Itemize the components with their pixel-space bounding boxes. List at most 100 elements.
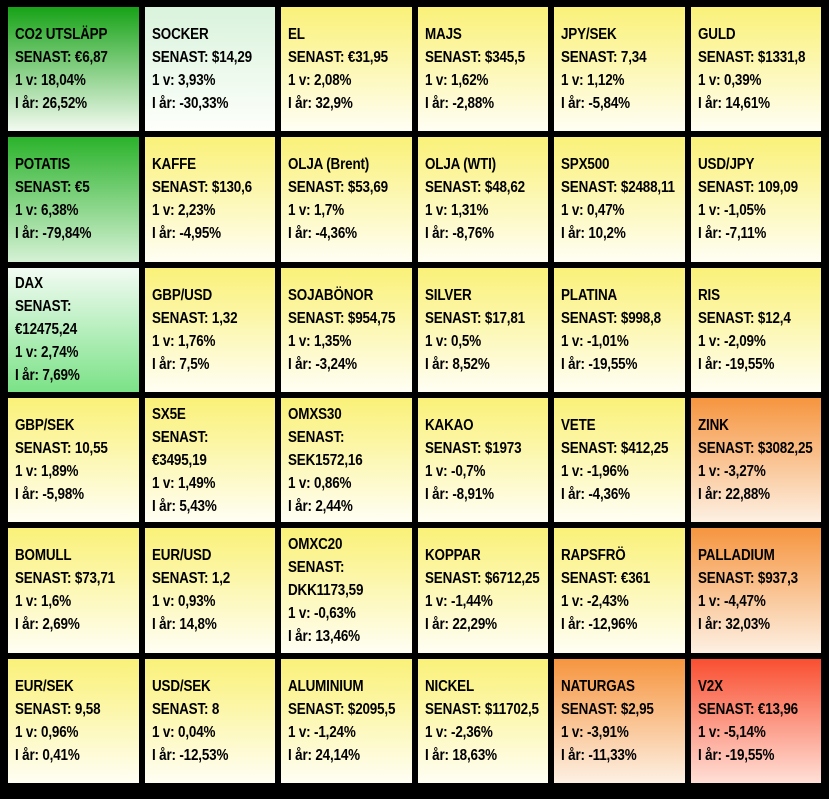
tile-name: PALLADIUM [697, 547, 775, 565]
tile-last: SENAST: $11702,5 [424, 700, 539, 718]
tile-name: POTATIS [15, 156, 71, 174]
tile-nickel[interactable]: NICKEL SENAST: $11702,5 1 v: -2,36% I år: 1… [417, 658, 548, 783]
tile-palladium[interactable]: PALLADIUM SENAST: $937,3 1 v: -4,47% I år: … [690, 528, 821, 653]
tile-name: V2X [697, 677, 723, 695]
tile-jpy-sek[interactable]: JPY/SEK SENAST: 7,34 1 v: 1,12% I år: -5,84… [554, 7, 685, 132]
tile-gbp-sek[interactable]: GBP/SEK SENAST: 10,55 1 v: 1,89% I år: -5,9… [8, 398, 139, 523]
tile-olja-wti[interactable]: OLJA (WTI) SENAST: $48,62 1 v: 1,31% I år: … [417, 137, 548, 262]
tile-ytd: I år: -79,84% [15, 225, 92, 243]
tile-ytd: I år: 7,5% [151, 355, 210, 373]
tile-ytd: I år: 24,14% [288, 746, 360, 764]
tile-majs[interactable]: MAJS SENAST: $345,5 1 v: 1,62% I år: -2,88% [417, 7, 548, 132]
tile-ytd: I år: -7,11% [697, 225, 766, 243]
tile-last-value: €12475,24 [15, 321, 78, 339]
tile-ytd: I år: -8,76% [424, 225, 494, 243]
tile-last: SENAST: $14,29 [151, 49, 252, 67]
tile-sojabonor[interactable]: SOJABÖNOR SENAST: $954,75 1 v: 1,35% I år: … [281, 267, 412, 392]
tile-el[interactable]: EL SENAST: €31,95 1 v: 2,08% I år: 32,9% [281, 7, 412, 132]
tile-ytd: I år: -12,96% [561, 616, 638, 634]
tile-ytd: I år: 10,2% [561, 225, 626, 243]
tile-platina[interactable]: PLATINA SENAST: $998,8 1 v: -1,01% I år: -1… [554, 267, 685, 392]
tile-last: SENAST: $954,75 [288, 309, 396, 327]
tile-olja-brent[interactable]: OLJA (Brent) SENAST: $53,69 1 v: 1,7% I år:… [281, 137, 412, 262]
tile-usd-sek[interactable]: USD/SEK SENAST: 8 1 v: 0,04% I år: -12,53% [144, 658, 275, 783]
tile-usd-jpy[interactable]: USD/JPY SENAST: 109,09 1 v: -1,05% I år: -7… [690, 137, 821, 262]
tile-rapsfro[interactable]: RAPSFRÖ SENAST: €361 1 v: -2,43% I år: -12,… [554, 528, 685, 653]
tile-week: 1 v: 1,35% [288, 332, 352, 350]
tile-name: VETE [561, 417, 596, 435]
tile-kakao[interactable]: KAKAO SENAST: $1973 1 v: -0,7% I år: -8,91% [417, 398, 548, 523]
tile-aluminium[interactable]: ALUMINIUM SENAST: $2095,5 1 v: -1,24% I år:… [281, 658, 412, 783]
tile-week: 1 v: 0,93% [151, 593, 215, 611]
tile-week: 1 v: 1,6% [15, 593, 72, 611]
tile-ytd: I år: 14,61% [697, 95, 770, 113]
tile-ytd: I år: -5,84% [561, 95, 630, 113]
tile-koppar[interactable]: KOPPAR SENAST: $6712,25 1 v: -1,44% I år: 2… [417, 528, 548, 653]
tile-week: 1 v: -0,7% [424, 463, 486, 481]
tile-co2-utslapp[interactable]: CO2 UTSLÄPP SENAST: €6,87 1 v: 18,04% I år:… [8, 7, 139, 132]
tile-week: 1 v: 0,86% [288, 474, 352, 492]
tile-last: SENAST: 10,55 [15, 440, 108, 458]
tile-zink[interactable]: ZINK SENAST: $3082,25 1 v: -3,27% I år: 22,… [690, 398, 821, 523]
tile-omxc20[interactable]: OMXC20 SENAST: DKK1173,59 1 v: -0,63% I år: … [281, 528, 412, 653]
tile-socker[interactable]: SOCKER SENAST: $14,29 1 v: 3,93% I år: -30,… [144, 7, 275, 132]
tile-omxs30[interactable]: OMXS30 SENAST: SEK1572,16 1 v: 0,86% I år: 2… [281, 398, 412, 523]
tile-week: 1 v: -5,14% [697, 723, 766, 741]
tile-name: KOPPAR [424, 547, 481, 565]
tile-last: SENAST: €6,87 [15, 49, 108, 67]
tile-ytd: I år: 32,9% [288, 95, 353, 113]
tile-name: OLJA (Brent) [288, 156, 370, 174]
tile-eur-usd[interactable]: EUR/USD SENAST: 1,2 1 v: 0,93% I år: 14,8% [144, 528, 275, 653]
tile-guld[interactable]: GULD SENAST: $1331,8 1 v: 0,39% I år: 14,61… [690, 7, 821, 132]
tile-name: SX5E [151, 405, 186, 423]
tile-name: KAFFE [151, 156, 196, 174]
tile-ris[interactable]: RIS SENAST: $12,4 1 v: -2,09% I år: -19,55% [690, 267, 821, 392]
tile-ytd: I år: 2,69% [15, 616, 80, 634]
tile-v2x[interactable]: V2X SENAST: €13,96 1 v: -5,14% I år: -19,55… [690, 658, 821, 783]
tile-week: 1 v: 1,31% [424, 202, 488, 220]
tile-name: GBP/SEK [15, 417, 75, 435]
tile-gbp-usd[interactable]: GBP/USD SENAST: 1,32 1 v: 1,76% I år: 7,5% [144, 267, 275, 392]
tile-last: SENAST: 9,58 [15, 700, 101, 718]
tile-ytd: I år: 32,03% [697, 616, 770, 634]
tile-ytd: I år: -5,98% [15, 486, 84, 504]
tile-last: SENAST: €13,96 [697, 700, 798, 718]
tile-last: SENAST: $998,8 [561, 309, 661, 327]
tile-name: EL [288, 26, 305, 44]
tile-name: CO2 UTSLÄPP [15, 26, 108, 44]
tile-week: 1 v: 1,76% [151, 332, 215, 350]
tile-last: SENAST: $130,6 [151, 179, 252, 197]
tile-week: 1 v: -1,96% [561, 463, 629, 481]
tile-eur-sek[interactable]: EUR/SEK SENAST: 9,58 1 v: 0,96% I år: 0,41% [8, 658, 139, 783]
tile-ytd: I år: -4,36% [288, 225, 357, 243]
tile-bomull[interactable]: BOMULL SENAST: $73,71 1 v: 1,6% I år: 2,69% [8, 528, 139, 653]
tile-ytd: I år: 7,69% [15, 367, 80, 385]
tile-vete[interactable]: VETE SENAST: $412,25 1 v: -1,96% I år: -4,3… [554, 398, 685, 523]
tile-ytd: I år: -30,33% [151, 95, 228, 113]
tile-last: SENAST: 7,34 [561, 49, 647, 67]
tile-week: 1 v: 0,39% [697, 72, 761, 90]
tile-silver[interactable]: SILVER SENAST: $17,81 1 v: 0,5% I år: 8,52% [417, 267, 548, 392]
tile-dax[interactable]: DAX SENAST: €12475,24 1 v: 2,74% I år: 7,69% [8, 267, 139, 392]
tile-name: SPX500 [561, 156, 610, 174]
tile-week: 1 v: 2,74% [15, 344, 79, 362]
tile-name: SOCKER [151, 26, 209, 44]
tile-last: SENAST: $12,4 [697, 309, 791, 327]
tile-ytd: I år: 26,52% [15, 95, 87, 113]
tile-last: SENAST: 8 [151, 700, 219, 718]
tile-naturgas[interactable]: NATURGAS SENAST: $2,95 1 v: -3,91% I år: -1… [554, 658, 685, 783]
tile-potatis[interactable]: POTATIS SENAST: €5 1 v: 6,38% I år: -79,84% [8, 137, 139, 262]
tile-last: SENAST: $73,71 [15, 570, 115, 588]
tile-name: DAX [15, 275, 43, 293]
tile-sx5e[interactable]: SX5E SENAST: €3495,19 1 v: 1,49% I år: 5,43% [144, 398, 275, 523]
tile-last: SENAST: $1973 [424, 440, 522, 458]
tile-spx500[interactable]: SPX500 SENAST: $2488,11 1 v: 0,47% I år: 10… [554, 137, 685, 262]
tile-ytd: I år: 14,8% [151, 616, 217, 634]
tile-name: OMXC20 [288, 535, 343, 553]
tile-ytd: I år: 2,44% [288, 497, 353, 515]
tile-last: SENAST: 109,09 [697, 179, 798, 197]
tile-ytd: I år: -19,55% [697, 746, 774, 764]
tile-last: SENAST: $17,81 [424, 309, 525, 327]
tile-kaffe[interactable]: KAFFE SENAST: $130,6 1 v: 2,23% I år: -4,95… [144, 137, 275, 262]
tile-week: 1 v: 3,93% [151, 72, 215, 90]
